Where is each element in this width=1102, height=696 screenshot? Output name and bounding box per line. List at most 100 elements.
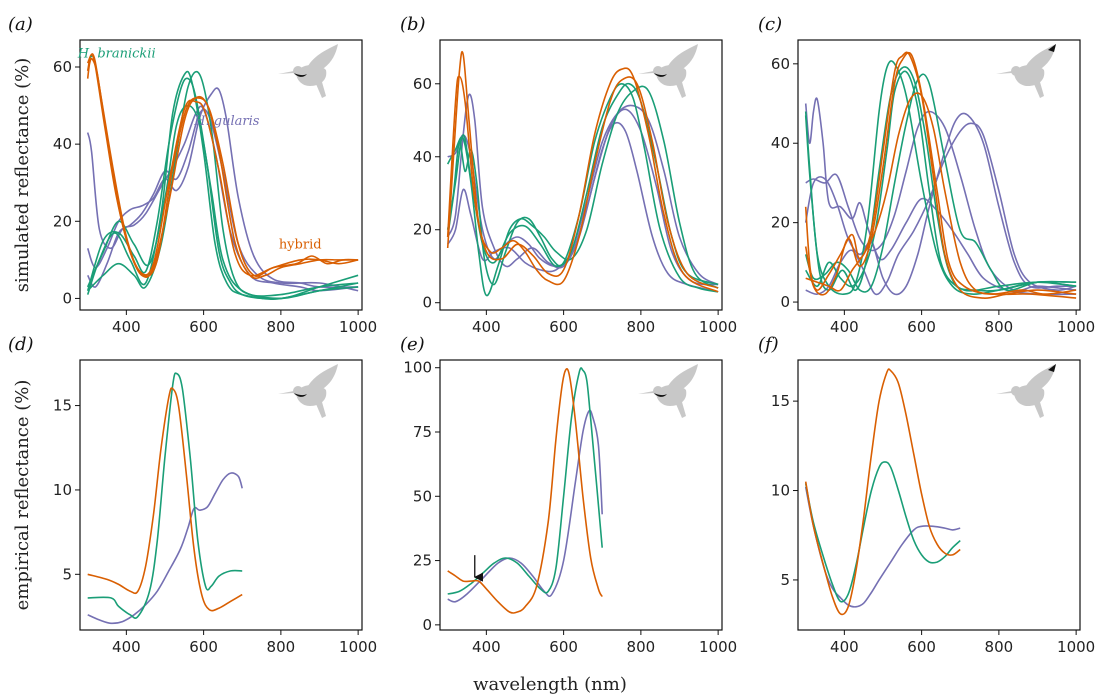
hummingbird-icon <box>996 364 1056 418</box>
bird-tail <box>676 82 686 98</box>
y-tick-label: 40 <box>413 148 432 166</box>
bird-beak <box>996 71 1012 74</box>
y-tick-label: 60 <box>53 58 72 76</box>
y-tick-label: 5 <box>62 565 72 583</box>
series-line-hybrid <box>804 368 961 616</box>
x-tick-label: 800 <box>267 318 296 336</box>
bird-head <box>293 66 303 76</box>
bird-head <box>653 386 663 396</box>
y-tick-label: 15 <box>771 392 790 410</box>
x-tick-label: 600 <box>907 318 936 336</box>
panel-label: (b) <box>400 14 426 35</box>
series-line-gularis <box>805 122 1077 296</box>
x-tick-label: 800 <box>627 318 656 336</box>
bird-wing <box>666 44 698 70</box>
series-line-hybrid <box>446 67 719 293</box>
y-tick-label: 10 <box>771 482 790 500</box>
bird-beak <box>996 391 1012 394</box>
bird-tail <box>676 402 686 418</box>
x-axis-title: wavelength (nm) <box>473 674 627 695</box>
bird-tail <box>316 402 326 418</box>
y-tick-label: 60 <box>771 55 790 73</box>
plot-frame <box>797 39 1081 311</box>
bird-body <box>1014 64 1045 86</box>
y-axis-title: simulated reflectance (%) <box>12 58 33 292</box>
x-tick-label: 800 <box>985 318 1014 336</box>
x-tick-label: 600 <box>549 638 578 656</box>
series-line-hybrid <box>447 368 603 614</box>
hummingbird-icon <box>278 364 338 418</box>
x-tick-label: 600 <box>549 318 578 336</box>
series-line-gularis <box>446 93 719 286</box>
bird-body <box>656 64 687 86</box>
bird-beak <box>278 391 294 394</box>
panel-0: (a) 0 20 40 60 400 600 800 1000 simulated reflect… <box>8 14 377 336</box>
bird-body <box>296 384 327 406</box>
series-line-branickii <box>446 85 719 297</box>
plot-frame <box>439 359 723 631</box>
y-tick-label: 40 <box>53 135 72 153</box>
x-tick-label: 1000 <box>699 318 737 336</box>
x-tick-label: 400 <box>472 318 501 336</box>
series-line-branickii <box>86 70 359 300</box>
bird-head <box>653 66 663 76</box>
panel-5: (f) 5 10 15 400 600 800 1000 <box>758 334 1095 656</box>
series-line-hybrid <box>87 387 243 612</box>
x-tick-label: 400 <box>830 638 859 656</box>
plot-frame <box>797 359 1081 631</box>
y-tick-label: 20 <box>53 212 72 230</box>
series-line-branickii <box>87 70 359 297</box>
y-tick-label: 0 <box>780 293 790 311</box>
throat-patch <box>654 73 667 77</box>
series-line-branickii <box>804 60 1077 296</box>
series-line-hybrid <box>446 50 719 289</box>
series-line-gularis <box>87 472 243 625</box>
series-annotation: H. gularis <box>193 114 260 129</box>
y-tick-label: 10 <box>53 481 72 499</box>
series-line-gularis <box>86 105 359 292</box>
y-tick-label: 50 <box>413 487 432 505</box>
series-line-branickii <box>447 367 603 595</box>
panel-label: (f) <box>758 334 779 355</box>
x-tick-label: 600 <box>189 638 218 656</box>
hummingbird-icon <box>638 364 698 418</box>
bird-body <box>296 64 327 86</box>
y-tick-label: 75 <box>413 423 432 441</box>
bird-tail <box>1034 402 1044 418</box>
y-axis-title: empirical reflectance (%) <box>12 380 33 611</box>
panel-1: (b) 0 20 40 60 400 600 800 1000 <box>400 14 737 336</box>
x-tick-label: 1000 <box>339 318 377 336</box>
series-line-gularis <box>804 486 961 608</box>
y-tick-label: 60 <box>413 75 432 93</box>
plot-frame <box>79 39 363 311</box>
series-annotation: hybrid <box>279 237 322 252</box>
plot-frame <box>79 359 363 631</box>
y-tick-label: 20 <box>413 221 432 239</box>
y-tick-label: 40 <box>771 134 790 152</box>
y-tick-label: 15 <box>53 397 72 415</box>
bird-beak <box>278 71 294 74</box>
y-tick-label: 0 <box>422 294 432 312</box>
x-tick-label: 1000 <box>699 638 737 656</box>
y-tick-label: 25 <box>413 552 432 570</box>
series-line-branickii <box>804 66 1077 292</box>
series-line-hybrid <box>86 53 359 277</box>
y-tick-label: 0 <box>62 289 72 307</box>
panel-label: (e) <box>400 334 425 355</box>
x-tick-label: 400 <box>830 318 859 336</box>
x-tick-label: 800 <box>267 638 296 656</box>
series-annotation: H. branickii <box>77 46 156 61</box>
series-line-branickii <box>805 70 1077 292</box>
x-tick-label: 600 <box>907 638 936 656</box>
y-tick-label: 5 <box>780 571 790 589</box>
series-line-gularis <box>804 97 1077 296</box>
bird-beak <box>638 71 654 74</box>
x-tick-label: 1000 <box>1057 318 1095 336</box>
panel-label: (d) <box>8 334 34 355</box>
series-line-hybrid <box>804 51 1077 299</box>
x-tick-label: 400 <box>112 638 141 656</box>
bird-tail <box>1034 82 1044 98</box>
hummingbird-icon <box>638 44 698 98</box>
x-tick-label: 800 <box>985 638 1014 656</box>
